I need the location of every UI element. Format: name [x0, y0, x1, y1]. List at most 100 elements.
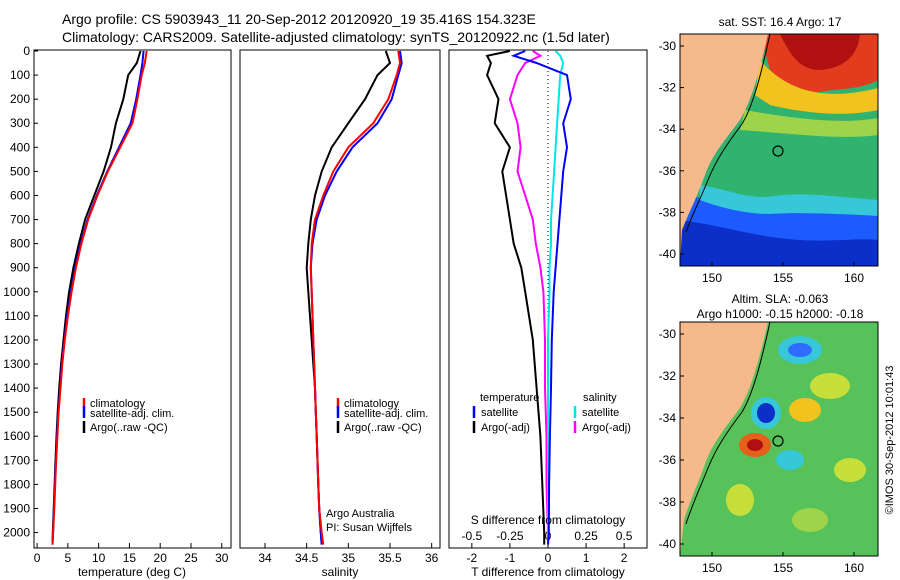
- temperature-series: [51, 50, 148, 545]
- salinity-tick-label: 34: [258, 551, 272, 565]
- depth-tick-label: 400: [10, 140, 30, 154]
- depth-tick-label: 1100: [4, 309, 30, 323]
- difference-line-2: [547, 50, 565, 545]
- difference-legend: temperature salinity satellite Argo(-adj…: [472, 392, 631, 434]
- t-diff-tick-label: -2: [467, 551, 478, 565]
- temperature-panel: 0100200300400500600700800900100011001200…: [3, 44, 232, 579]
- sst-map: sat. SST: 16.4 Argo: 17 -30-32-34-36-38-…: [659, 15, 879, 285]
- lat-tick-label: -38: [659, 205, 677, 219]
- temperature-line-0: [51, 50, 148, 545]
- sla-blue-eddy-1: [788, 343, 812, 357]
- t-diff-tick-label: 1: [583, 551, 590, 565]
- depth-axis: 0 100 200 300 400 500 600 700 800 900 1000 1100 1200…: [3, 44, 38, 540]
- sla-deep-eddy: [757, 403, 775, 423]
- lat-tick-label: -36: [659, 164, 677, 178]
- sst-yellow-band: [755, 60, 878, 114]
- legend-label-sal-satellite: satellite: [582, 407, 619, 419]
- difference-line-1: [485, 50, 546, 545]
- sla-map-title-1: Altim. SLA: -0.063: [732, 292, 829, 306]
- temperature-tick-label: 20: [154, 551, 168, 565]
- lon-tick-label: 160: [844, 271, 864, 285]
- sla-argo-marker: [772, 435, 784, 447]
- lon-tick-label: 150: [702, 271, 722, 285]
- depth-tick-label: 0: [23, 44, 30, 58]
- title-line-1: Argo profile: CS 5903943_11 20-Sep-2012 …: [62, 11, 536, 27]
- depth-tick-label: 1900: [3, 501, 30, 515]
- t-diff-tick-label: 2: [621, 551, 628, 565]
- legend-label-sal-argo: Argo(-adj): [582, 422, 631, 434]
- legend-label-temp-satellite: satellite: [481, 407, 518, 419]
- temperature-tick-label: 5: [65, 551, 72, 565]
- lat-tick-label: -32: [659, 81, 677, 95]
- temperature-tick-label: 0: [34, 551, 41, 565]
- s-diff-tick-label: -0.5: [462, 529, 483, 543]
- lat-tick-label: -40: [659, 537, 677, 551]
- copyright-label: ©IMOS 30-Sep-2012 10:01:43: [884, 366, 896, 515]
- sst-cyan-band: [700, 185, 878, 216]
- salinity-panel: 34 34.5 35 35.5 36 salinity climatology sate…: [239, 49, 441, 579]
- depth-tick-label: 700: [10, 213, 30, 227]
- sla-yellow-eddy-3: [834, 458, 866, 482]
- temperature-legend: climatology satellite-adj. clim. Argo(..…: [82, 398, 174, 434]
- legend-label-climatology: climatology: [344, 398, 400, 410]
- depth-tick-label: 1200: [3, 333, 30, 347]
- difference-xlabel: T difference from climatology: [471, 565, 625, 579]
- temperature-xlabel: temperature (deg C): [78, 565, 186, 579]
- title-line-2: Climatology: CARS2009. Satellite-adjuste…: [62, 29, 610, 45]
- legend-label-temp-argo: Argo(-adj): [481, 422, 530, 434]
- depth-tick-label: 1400: [3, 381, 30, 395]
- sla-red-core: [747, 439, 763, 451]
- difference-line-0: [510, 50, 572, 545]
- depth-tick-label: 1800: [3, 477, 30, 491]
- legend-label-satellite: satellite-adj. clim.: [344, 408, 428, 420]
- s-diff-tick-label: -0.25: [496, 529, 524, 543]
- legend-label-argo: Argo(..raw -QC): [90, 422, 168, 434]
- sst-map-title: sat. SST: 16.4 Argo: 17: [719, 15, 842, 29]
- temperature-axis: 0 5 10 15 20 25 30: [34, 543, 229, 565]
- s-diff-tick-label: 0.25: [574, 529, 598, 543]
- sla-cyan-eddy-3: [776, 450, 804, 470]
- depth-tick-label: 300: [10, 116, 30, 130]
- lat-tick-label: -38: [659, 495, 677, 509]
- depth-tick-label: 600: [10, 188, 30, 202]
- depth-tick-label: 1300: [3, 357, 30, 371]
- depth-tick-label: 1000: [3, 285, 30, 299]
- depth-tick-label: 900: [10, 261, 30, 275]
- depth-tick-label: 1500: [3, 405, 30, 419]
- lon-tick-label: 155: [773, 561, 793, 575]
- difference-line-3: [508, 50, 549, 545]
- depth-tick-label: 1700: [3, 453, 30, 467]
- t-diff-tick-label: 0: [545, 551, 552, 565]
- lat-tick-label: -40: [659, 247, 677, 261]
- legend-label-satellite: satellite-adj. clim.: [90, 408, 174, 420]
- depth-tick-label: 1600: [3, 429, 30, 443]
- depth-tick-label: 800: [10, 237, 30, 251]
- temperature-tick-label: 30: [215, 551, 229, 565]
- salinity-series: [305, 50, 403, 545]
- annotation-pi: PI: Susan Wijffels: [326, 522, 412, 534]
- annotation-program: Argo Australia: [326, 508, 395, 520]
- legend-header-temperature: temperature: [480, 392, 539, 404]
- lon-tick-label: 155: [773, 271, 793, 285]
- salinity-axis: 34 34.5 35 35.5 36: [258, 543, 439, 565]
- sst-map-axes: -30 -32 -34 -36 -38 -40 150 155 160: [659, 39, 865, 285]
- salinity-tick-label: 34.5: [295, 551, 319, 565]
- lon-tick-label: 160: [844, 561, 864, 575]
- temperature-tick-label: 15: [123, 551, 137, 565]
- temperature-tick-label: 25: [184, 551, 198, 565]
- sst-map-frame: [679, 33, 879, 267]
- sla-yellow-eddy-4: [726, 484, 754, 516]
- legend-header-salinity: salinity: [583, 392, 617, 404]
- sla-map-frame: [679, 321, 879, 557]
- lat-tick-label: -36: [659, 453, 677, 467]
- sla-yellow-eddy-2: [789, 398, 821, 422]
- depth-tick-label: 500: [10, 164, 30, 178]
- difference-series: [485, 50, 572, 545]
- sst-argo-marker: [772, 145, 784, 157]
- t-diff-tick-label: -1: [505, 551, 516, 565]
- lon-tick-label: 150: [702, 561, 722, 575]
- salinity-axes: [239, 49, 441, 549]
